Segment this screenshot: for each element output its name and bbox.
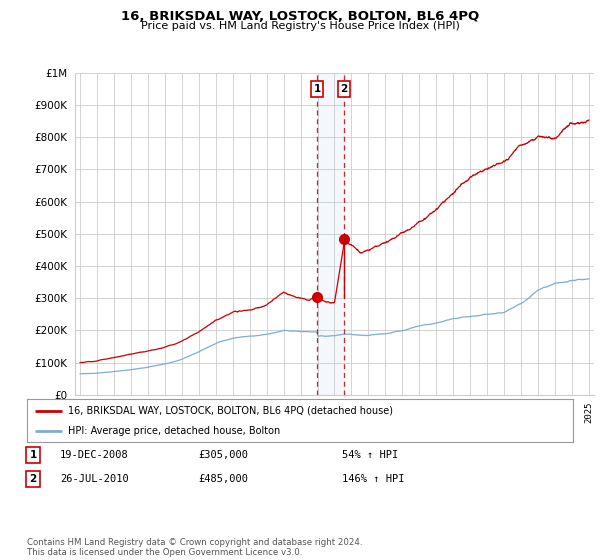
Text: 146% ↑ HPI: 146% ↑ HPI <box>342 474 404 484</box>
Text: 16, BRIKSDAL WAY, LOSTOCK, BOLTON, BL6 4PQ: 16, BRIKSDAL WAY, LOSTOCK, BOLTON, BL6 4… <box>121 10 479 23</box>
Text: 2: 2 <box>29 474 37 484</box>
Text: 2: 2 <box>341 84 348 94</box>
Text: Contains HM Land Registry data © Crown copyright and database right 2024.
This d: Contains HM Land Registry data © Crown c… <box>27 538 362 557</box>
Text: 19-DEC-2008: 19-DEC-2008 <box>60 450 129 460</box>
Text: Price paid vs. HM Land Registry's House Price Index (HPI): Price paid vs. HM Land Registry's House … <box>140 21 460 31</box>
Bar <box>317 73 344 395</box>
Text: 1: 1 <box>313 84 320 94</box>
Text: £305,000: £305,000 <box>198 450 248 460</box>
Text: £485,000: £485,000 <box>198 474 248 484</box>
Text: HPI: Average price, detached house, Bolton: HPI: Average price, detached house, Bolt… <box>68 426 280 436</box>
Text: 54% ↑ HPI: 54% ↑ HPI <box>342 450 398 460</box>
Text: 16, BRIKSDAL WAY, LOSTOCK, BOLTON, BL6 4PQ (detached house): 16, BRIKSDAL WAY, LOSTOCK, BOLTON, BL6 4… <box>68 405 393 416</box>
Text: 26-JUL-2010: 26-JUL-2010 <box>60 474 129 484</box>
Text: 1: 1 <box>29 450 37 460</box>
